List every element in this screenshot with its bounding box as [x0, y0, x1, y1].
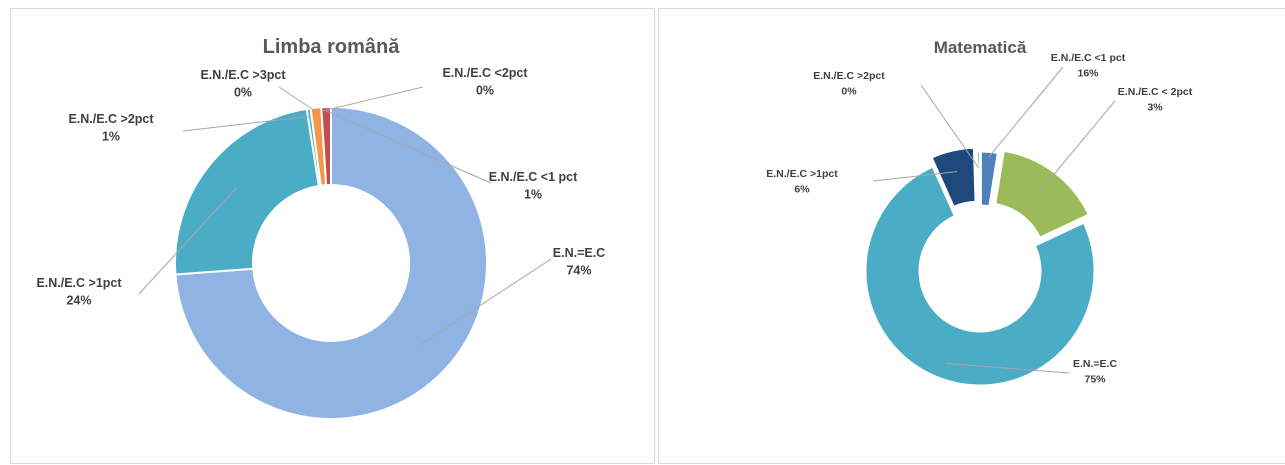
- data-label-percent-e-n-e-c-2pct: 0%: [841, 86, 857, 98]
- data-label-percent-e-n-e-c: 74%: [566, 264, 591, 278]
- slice-e-n-e-c-1pct: [174, 107, 321, 276]
- leader-line-e-n-e-c-2pct: [1039, 100, 1116, 192]
- chart-title: Matematică: [934, 38, 1027, 57]
- chart-title: Limba română: [263, 36, 401, 58]
- donut-chart-matematica: Matematică E.N./E.C <1 pct 16% E.N./E.C < …: [766, 38, 1193, 388]
- slice-e-n-e-c-2pct: [974, 149, 982, 208]
- leader-line-e-n-e-c-2pct: [321, 86, 424, 112]
- leader-line-e-n-e-c-2pct: [920, 84, 979, 168]
- leader-line-e-n-e-c-3pct: [278, 86, 317, 113]
- data-label-name-e-n-e-c-1pct: E.N./E.C >1pct: [36, 276, 122, 290]
- donut-chart-limba-romana: Limba română E.N.=E.C 74% E.N./E.C >1pct 24…: [36, 36, 605, 420]
- chart-panel-limba-romana: Limba română E.N.=E.C 74% E.N./E.C >1pct 24…: [10, 8, 655, 464]
- leader-line-e-n-e-c-2pct: [182, 115, 310, 132]
- leader-line-e-n-e-c-1-pct: [988, 66, 1064, 158]
- leader-line-e-n-e-c-1pct: [872, 171, 958, 182]
- data-label-percent-e-n-e-c: 75%: [1084, 374, 1106, 386]
- data-label-percent-e-n-e-c-1-pct: 1%: [524, 188, 542, 202]
- data-label-percent-e-n-e-c-1pct: 6%: [794, 184, 810, 196]
- data-label-name-e-n-e-c-2pct: E.N./E.C < 2pct: [1118, 86, 1193, 98]
- slice-e-n-e-c-1-pct: [320, 105, 332, 187]
- leader-line-e-n-e-c: [419, 258, 552, 346]
- data-label-name-e-n-e-c: E.N.=E.C: [1073, 358, 1117, 370]
- leader-line-e-n-e-c-1-pct: [326, 110, 492, 184]
- data-label-percent-e-n-e-c-1-pct: 16%: [1077, 68, 1099, 80]
- data-label-name-e-n-e-c: E.N.=E.C: [553, 246, 605, 260]
- data-label-name-e-n-e-c-2pct: E.N./E.C <2pct: [442, 66, 528, 80]
- data-label-percent-e-n-e-c-3pct: 0%: [234, 86, 252, 100]
- data-label-percent-e-n-e-c-1pct: 24%: [66, 294, 91, 308]
- data-label-name-e-n-e-c-1-pct: E.N./E.C <1 pct: [1051, 52, 1126, 64]
- data-label-name-e-n-e-c-2pct: E.N./E.C >2pct: [813, 70, 885, 82]
- slice-e-n-e-c: [863, 164, 1097, 388]
- data-label-percent-e-n-e-c-2pct: 0%: [476, 84, 494, 98]
- data-label-name-e-n-e-c-3pct: E.N./E.C >3pct: [200, 68, 286, 82]
- slice-e-n-e-c-1pct: [929, 145, 978, 210]
- chart-panel-matematica: Matematică E.N./E.C <1 pct 16% E.N./E.C < …: [658, 8, 1285, 464]
- data-label-percent-e-n-e-c-2pct: 3%: [1147, 102, 1163, 114]
- slice-e-n-e-c-2pct: [993, 148, 1092, 241]
- data-label-name-e-n-e-c-1pct: E.N./E.C >1pct: [766, 168, 838, 180]
- data-label-name-e-n-e-c-2pct: E.N./E.C >2pct: [68, 112, 154, 126]
- leader-line-e-n-e-c: [945, 362, 1070, 374]
- leader-line-e-n-e-c-1pct: [138, 187, 237, 295]
- slice-e-n-e-c: [174, 105, 488, 420]
- data-label-name-e-n-e-c-1-pct: E.N./E.C <1 pct: [489, 170, 578, 184]
- data-label-percent-e-n-e-c-2pct: 1%: [102, 130, 120, 144]
